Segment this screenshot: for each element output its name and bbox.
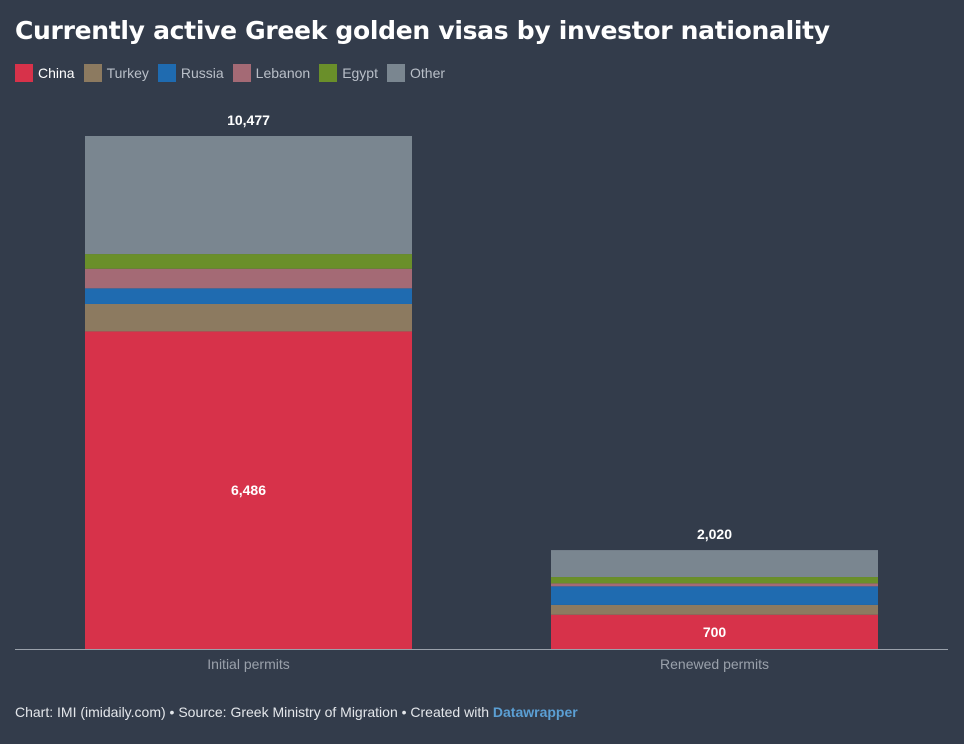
bar-segment-turkey [85, 303, 412, 332]
legend-item-turkey[interactable]: Turkey [83, 64, 149, 82]
legend-item-china[interactable]: China [15, 64, 75, 82]
footer-credit: Chart: IMI (imidaily.com) • Source: Gree… [15, 704, 493, 720]
bar-segment-egypt [85, 254, 412, 269]
segment-value-label: 700 [703, 624, 727, 640]
bar-segment-russia [551, 586, 878, 605]
chart-footer: Chart: IMI (imidaily.com) • Source: Gree… [15, 704, 578, 720]
legend-swatch [232, 64, 251, 82]
legend-label: Egypt [342, 65, 378, 81]
x-tick-label: Initial permits [207, 656, 289, 672]
bar-total-label: 2,020 [697, 526, 732, 542]
datawrapper-link[interactable]: Datawrapper [492, 704, 578, 720]
segment-value-label: 6,486 [231, 482, 266, 498]
legend-swatch [319, 64, 338, 82]
bar-segment-lebanon [551, 583, 878, 587]
bar-segment-russia [85, 288, 412, 304]
legend-item-other[interactable]: Other [387, 64, 445, 82]
bar-segment-turkey [551, 604, 878, 615]
legend-label: China [38, 65, 75, 81]
x-tick-label: Renewed permits [660, 656, 769, 672]
chart-legend: China Turkey Russia Lebanon Egypt Other [15, 64, 454, 82]
legend-label: Lebanon [255, 65, 311, 81]
chart-title: Currently active Greek golden visas by i… [15, 16, 830, 45]
bar-total-label: 10,477 [227, 112, 270, 128]
legend-item-russia[interactable]: Russia [157, 64, 224, 82]
legend-label: Other [410, 65, 446, 81]
legend-item-egypt[interactable]: Egypt [319, 64, 378, 82]
legend-swatch [83, 64, 102, 82]
legend-swatch [15, 64, 33, 82]
legend-swatch [387, 64, 405, 82]
bar-segment-other [85, 136, 412, 255]
bar-segment-china [551, 614, 878, 649]
legend-label: Russia [180, 65, 224, 81]
bar-segment-lebanon [85, 268, 412, 289]
legend-item-lebanon[interactable]: Lebanon [232, 64, 311, 82]
legend-label: Turkey [106, 65, 149, 81]
bar-segment-other [551, 550, 878, 578]
legend-swatch [157, 64, 176, 82]
bar-segment-egypt [551, 577, 878, 584]
bar-segment-china [85, 331, 412, 649]
